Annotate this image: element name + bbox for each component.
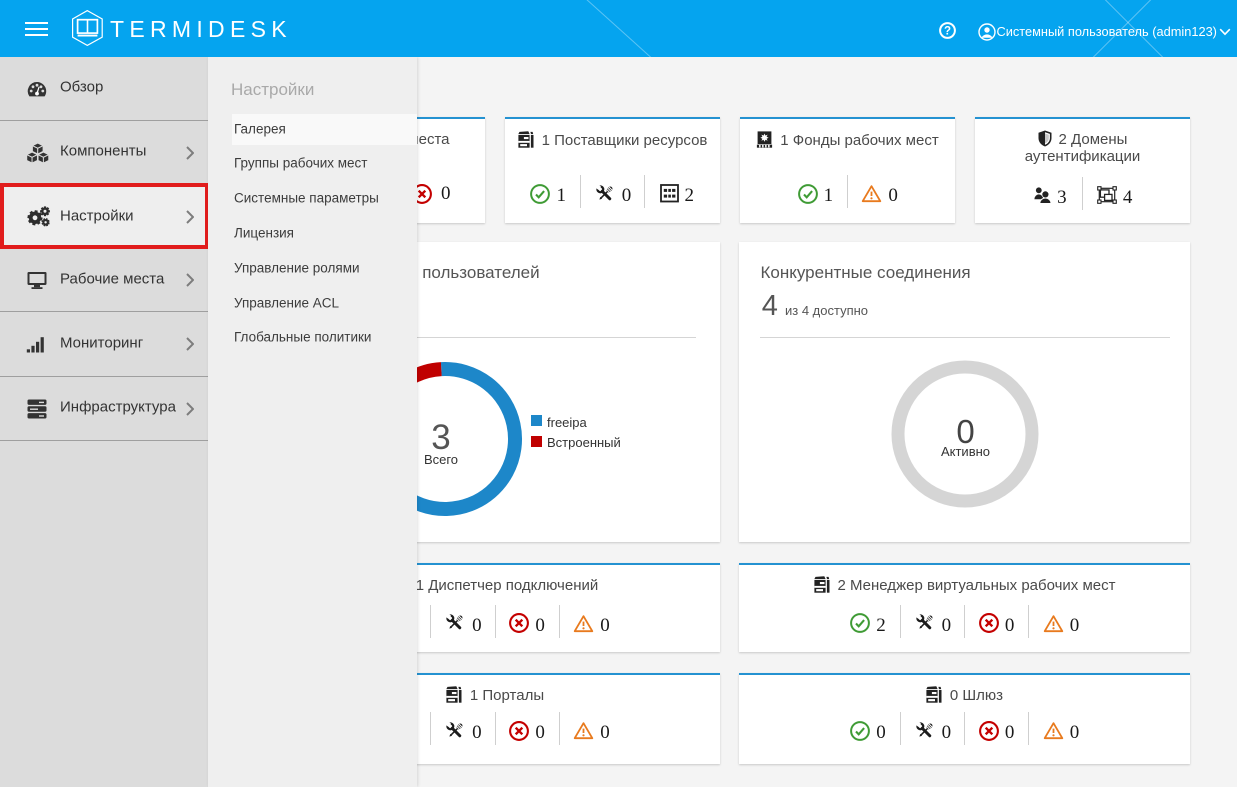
svg-text:?: ? <box>944 26 951 38</box>
